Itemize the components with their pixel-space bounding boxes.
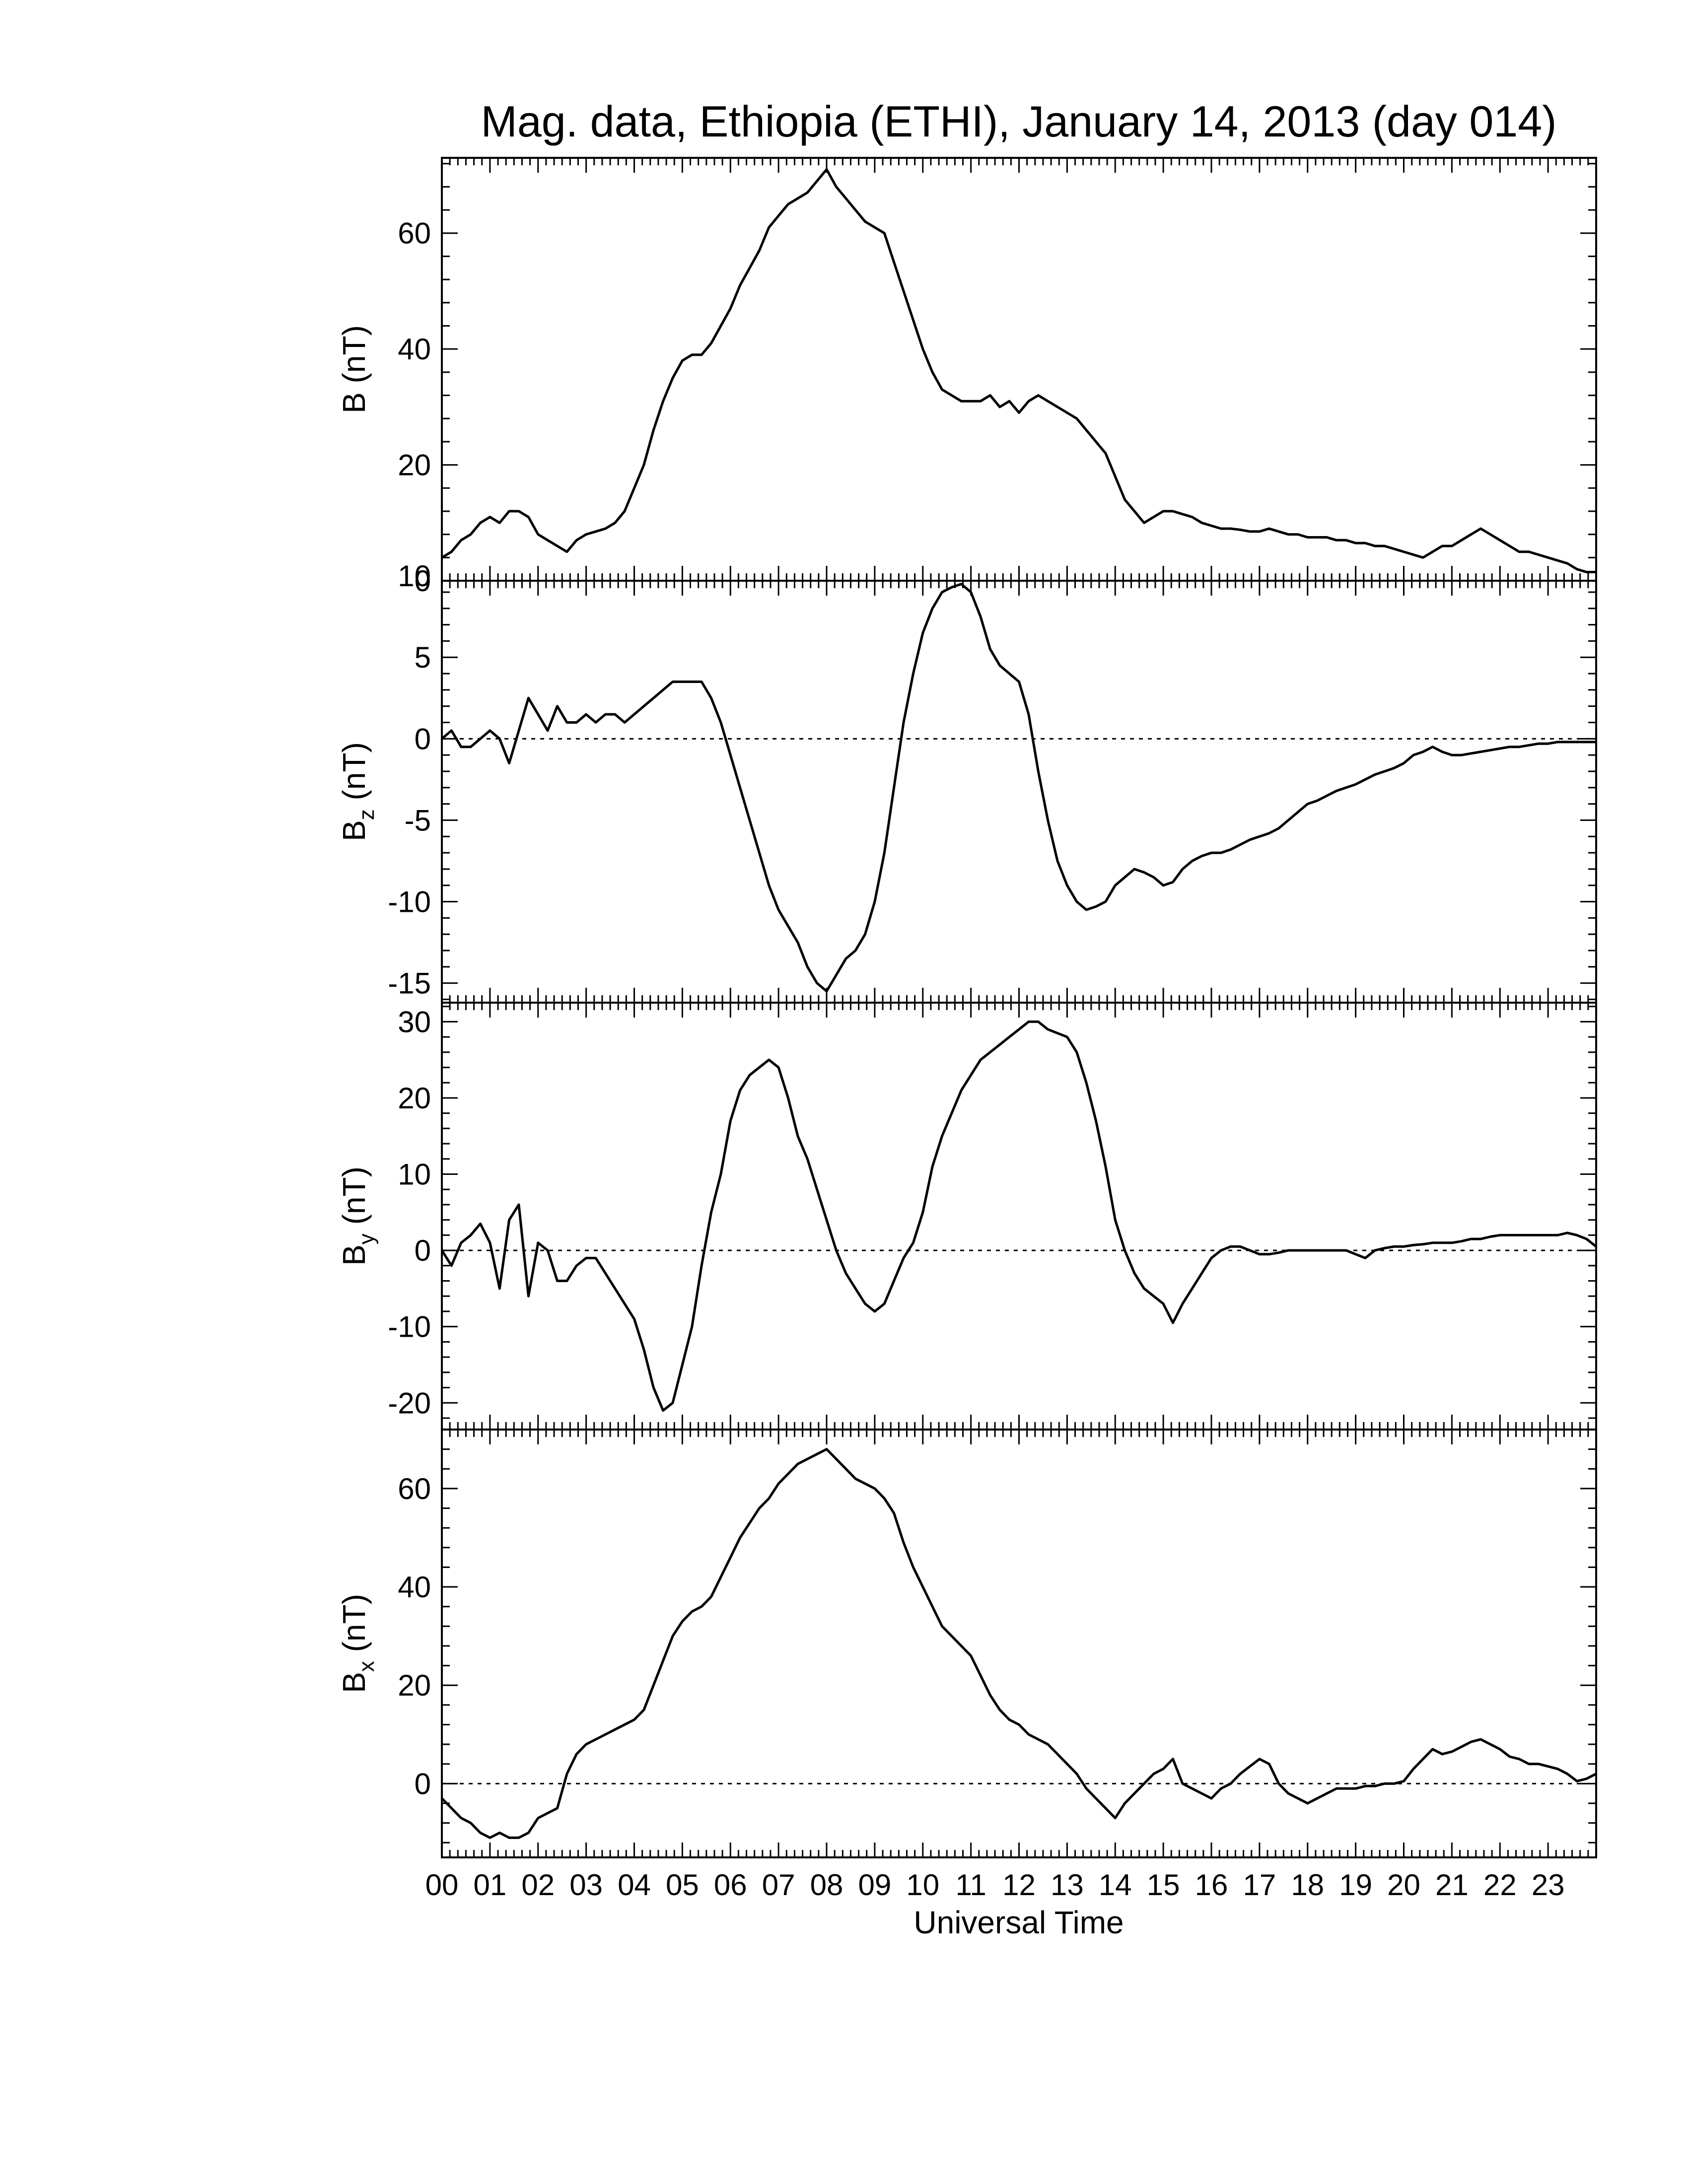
x-tick-label: 13 [1051, 1868, 1084, 1902]
x-tick-label: 01 [474, 1868, 507, 1902]
chart-title: Mag. data, Ethiopia (ETHI), January 14, … [481, 97, 1557, 146]
x-tick-label: 06 [714, 1868, 747, 1902]
y-tick-label: 60 [398, 1472, 431, 1505]
y-tick-label: 0 [415, 564, 431, 598]
x-axis-label: Universal Time [914, 1905, 1124, 1940]
y-tick-label: 10 [398, 1158, 431, 1191]
y-tick-label: 60 [398, 217, 431, 250]
y-axis-label: Bx (nT) [336, 1594, 379, 1693]
x-tick-label: 14 [1099, 1868, 1132, 1902]
series-line-Bx [441, 1448, 1597, 1839]
x-tick-label: 00 [425, 1868, 459, 1902]
y-tick-label: 20 [398, 1669, 431, 1702]
y-tick-label: 20 [398, 1082, 431, 1115]
panel-By: -20 -10 0 10 20 30 By (nT) [336, 1002, 1597, 1431]
y-tick-label: 0 [415, 1234, 431, 1267]
y-axis-label: By (nT) [336, 1166, 379, 1266]
x-tick-label: 20 [1387, 1868, 1420, 1902]
y-tick-label: 30 [398, 1005, 431, 1038]
y-tick-label: 20 [398, 449, 431, 482]
y-tick-label: -20 [388, 1386, 431, 1420]
x-tick-label: 12 [1002, 1868, 1036, 1902]
y-tick-label: -15 [388, 967, 431, 1000]
y-tick-label: -10 [388, 1310, 431, 1344]
y-tick-label: 0 [415, 1767, 431, 1800]
y-tick-label: 5 [415, 641, 431, 674]
x-tick-label: 10 [906, 1868, 939, 1902]
y-tick-label: 40 [398, 333, 431, 366]
y-tick-label: -10 [388, 886, 431, 919]
x-tick-label: 09 [858, 1868, 892, 1902]
series-line-Bz [441, 583, 1596, 993]
x-tick-label: 08 [810, 1868, 844, 1902]
series-line-By [440, 1020, 1597, 1412]
x-tick-label: 19 [1339, 1868, 1372, 1902]
x-tick-label: 07 [762, 1868, 795, 1902]
x-tick-label: 11 [955, 1868, 986, 1902]
x-tick-label: 03 [569, 1868, 603, 1902]
x-tick-label: 18 [1291, 1868, 1324, 1902]
x-tick-label: 17 [1243, 1868, 1276, 1902]
x-tick-label: 22 [1483, 1868, 1517, 1902]
y-tick-label: 10 [398, 559, 431, 593]
y-tick-label: 40 [398, 1570, 431, 1604]
panel-Bx: 0 20 40 60 Bx (nT) [336, 1429, 1597, 1858]
x-tick-label: 16 [1195, 1868, 1228, 1902]
series-line-B [441, 168, 1596, 573]
y-tick-label: 0 [415, 722, 431, 755]
y-axis-label: Bz (nT) [336, 742, 379, 841]
y-axis-label: B (nT) [336, 325, 372, 413]
x-tick-label: 23 [1532, 1868, 1565, 1902]
panel-B: 0 20 40 60 B (nT) [336, 157, 1597, 598]
x-axis: 00 01 02 03 04 05 06 07 08 09 10 11 12 13 14 15 16 17 18 19… [425, 1868, 1565, 1902]
x-tick-label: 05 [666, 1868, 699, 1902]
x-tick-label: 21 [1435, 1868, 1469, 1902]
x-tick-label: 04 [618, 1868, 651, 1902]
x-tick-label: 02 [521, 1868, 555, 1902]
y-tick-label: -5 [405, 804, 431, 837]
x-tick-label: 15 [1147, 1868, 1180, 1902]
